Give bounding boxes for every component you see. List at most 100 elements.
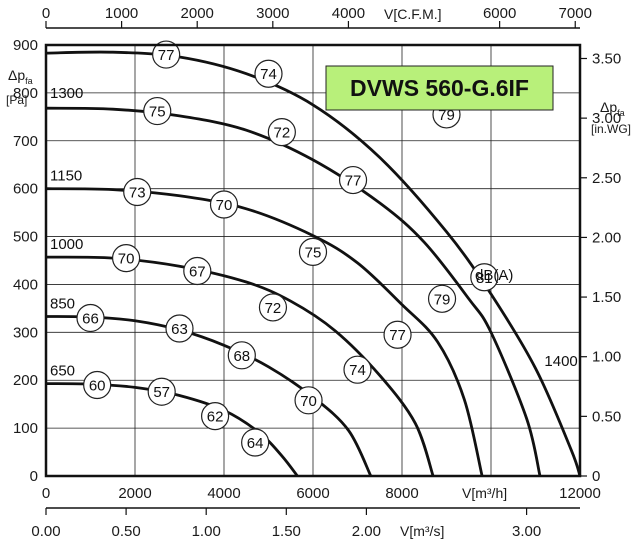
y-tick-label-right: 2.00 [592,229,621,246]
x-tick-label-bottom: 2.00 [352,523,381,540]
db-marker [147,377,176,406]
db-value-label: 70 [300,393,317,410]
y-tick-label-left: 600 [13,181,38,198]
db-marker [383,320,412,349]
plot-frame [44,43,582,478]
y-tick-label-right: 1.00 [592,349,621,366]
db-value-label: 62 [207,409,224,426]
db-marker [470,263,499,292]
x-axis-label-top: V[C.F.M.] [384,6,442,22]
x-axis-label-bottom: V[m³/s] [400,523,444,539]
db-value-label: 77 [345,173,362,190]
db-value-label: 67 [189,264,206,281]
db-marker [227,341,256,370]
y-tick-label-left: 400 [13,276,38,293]
db-labels: 1400 77 74 79 81 1300 75 72 77 79 1150 73 70 75 77 1000… [50,40,578,457]
x-tick-label-bottom: 1.00 [192,523,221,540]
y-axis-unit-left: [Pa] [6,93,27,107]
db-marker [123,177,152,207]
y-tick-label-right: 3.50 [592,50,621,67]
x-tick-label-main: 4000 [207,485,240,502]
db-marker [201,402,230,431]
y-tick-label-right: 2.50 [592,170,621,187]
rpm-label-1400: 1400 [544,353,577,370]
db-marker [343,355,372,384]
y-tick-label-left: 100 [13,420,38,437]
db-marker [267,118,296,147]
axes: 0100200300400500600700800900Δpfa[Pa]00.5… [6,5,631,540]
db-value-label: 57 [153,384,170,401]
y-tick-label-right: 3.00 [592,110,621,127]
x-tick-label-top: 0 [42,5,50,22]
y-tick-label-left: 900 [13,37,38,54]
db-marker [183,256,212,286]
db-value-label: 70 [118,251,135,268]
x-tick-label-bottom: 0.00 [31,523,60,540]
db-value-label: 79 [434,291,451,308]
db-marker [152,40,181,69]
y-tick-label-left: 0 [30,468,38,485]
rpm-label-1300: 1300 [50,85,83,102]
y-tick-label-left: 700 [13,133,38,150]
db-marker [143,96,172,126]
y-tick-label-right: 0.50 [592,408,621,425]
chart-title: DVWS 560-G.6IF [350,75,529,101]
db-value-label: 73 [129,185,146,202]
db-marker [111,244,141,273]
x-tick-label-top: 6000 [483,5,516,22]
db-marker [294,386,323,415]
y-tick-label-left: 300 [13,324,38,341]
x-tick-label-top: 4000 [332,5,365,22]
x-tick-label-top: 2000 [181,5,214,22]
db-value-label: 66 [82,310,99,327]
db-marker [427,284,457,313]
db-marker [83,370,112,400]
db-value-label: 81 [476,270,493,287]
db-value-label: 77 [389,327,406,344]
db-marker [209,190,239,219]
db-value-label: 79 [438,107,455,124]
db-value-label: 60 [89,378,106,395]
db-marker [165,314,194,343]
rpm-label-850: 850 [50,296,75,313]
db-value-label: 68 [233,348,250,365]
x-tick-label-main: 0 [42,485,50,502]
db-marker [258,293,288,322]
y-tick-label-right: 0 [592,468,600,485]
x-tick-label-bottom: 3.00 [512,523,541,540]
db-marker [76,303,105,333]
db-marker [298,237,328,266]
db-value-label: 63 [171,321,188,338]
x-tick-label-top: 7000 [559,5,592,22]
rpm-label-1000: 1000 [50,236,83,253]
db-marker [241,428,270,457]
db-value-label: 77 [158,47,175,64]
dba-label: dB(A) [475,267,513,284]
db-value-label: 74 [260,66,277,83]
rpm-label-1150: 1150 [50,168,82,185]
x-tick-label-bottom: 1.50 [272,523,301,540]
rpm-label-650: 650 [50,363,75,380]
db-value-label: 64 [247,435,264,452]
y-axis-unit-right: [in.WG] [591,122,631,136]
series-line-1300 [45,106,542,477]
db-marker [338,165,368,195]
x-tick-label-main: 8000 [385,485,418,502]
x-tick-label-top: 1000 [105,5,138,22]
x-tick-label-main: 2000 [118,485,151,502]
x-tick-label-bottom: 0.50 [111,523,140,540]
db-value-label: 75 [149,104,166,121]
x-tick-label-main: 6000 [296,485,329,502]
db-value-label: 70 [216,197,233,214]
y-tick-label-left: 200 [13,372,38,389]
x-axis-label-main: V[m³/h] [462,485,507,501]
y-tick-label-left: 500 [13,229,38,246]
db-value-label: 75 [305,244,322,261]
y-tick-label-left: 800 [13,85,38,102]
db-value-label: 74 [349,362,366,379]
db-value-label: 72 [265,300,282,317]
y-tick-label-right: 1.50 [592,289,621,306]
y-axis-label-left: Δpfa [8,67,33,86]
x-tick-label-main: 12000 [559,485,601,502]
